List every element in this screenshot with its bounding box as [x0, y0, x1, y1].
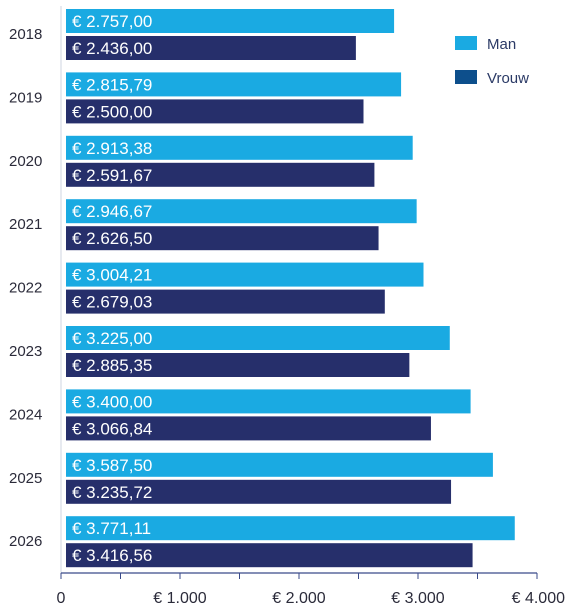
bar-vrouw-2019 — [66, 99, 364, 124]
data-label-man-2021: € 2.946,67 — [72, 202, 152, 221]
x-tick-label: € 4.000 — [512, 590, 565, 607]
legend-label-vrouw: Vrouw — [487, 70, 529, 87]
data-label-man-2020: € 2.913,38 — [72, 139, 152, 158]
data-label-man-2019: € 2.815,79 — [72, 75, 152, 94]
category-label-2018: 2018 — [9, 26, 42, 43]
bar-vrouw-2025 — [66, 479, 452, 504]
bar-man-2024 — [66, 389, 471, 414]
bar-vrouw-2026 — [66, 543, 473, 568]
x-axis: 0 € 1.000 € 2.000 € 3.000 € 4.000 — [57, 6, 565, 607]
category-label-2019: 2019 — [9, 89, 42, 106]
bar-man-2023 — [66, 326, 450, 350]
category-label-2020: 2020 — [9, 153, 42, 170]
data-label-man-2022: € 3.004,21 — [72, 266, 152, 285]
bar-vrouw-2024 — [66, 416, 431, 441]
legend-swatch-vrouw — [455, 70, 477, 84]
data-label-man-2024: € 3.400,00 — [72, 392, 152, 411]
data-label-man-2026: € 3.771,11 — [72, 519, 151, 538]
data-label-vrouw-2018: € 2.436,00 — [72, 39, 152, 58]
category-label-2022: 2022 — [9, 280, 42, 297]
data-label-man-2025: € 3.587,50 — [72, 456, 152, 475]
data-label-vrouw-2023: € 2.885,35 — [72, 356, 152, 375]
x-tick-label: 0 — [57, 590, 66, 607]
bar-vrouw-2018 — [66, 36, 356, 60]
data-label-vrouw-2020: € 2.591,67 — [72, 166, 152, 185]
bar-vrouw-2021 — [66, 226, 379, 251]
legend: Man Vrouw — [455, 36, 529, 87]
data-label-vrouw-2026: € 3.416,56 — [72, 546, 152, 565]
x-tick-label: € 2.000 — [272, 590, 325, 607]
data-label-man-2023: € 3.225,00 — [72, 329, 152, 348]
bars-layer: 2018 € 2.757,00 € 2.436,00 2019 € 2.815,79 € … — [9, 9, 515, 568]
category-label-2024: 2024 — [9, 406, 42, 423]
x-tick-label: € 3.000 — [391, 590, 444, 607]
bar-man-2022 — [66, 262, 424, 287]
bar-man-2018 — [66, 9, 395, 33]
bar-man-2026 — [66, 516, 515, 541]
legend-swatch-man — [455, 36, 477, 50]
data-label-vrouw-2019: € 2.500,00 — [72, 102, 152, 121]
bar-man-2020 — [66, 135, 413, 160]
x-tick-label: € 1.000 — [153, 590, 206, 607]
category-label-2026: 2026 — [9, 533, 42, 550]
legend-label-man: Man — [487, 36, 516, 53]
bar-man-2021 — [66, 199, 417, 224]
bar-vrouw-2022 — [66, 289, 385, 314]
data-label-vrouw-2024: € 3.066,84 — [72, 419, 152, 438]
category-label-2021: 2021 — [9, 216, 42, 233]
bar-vrouw-2023 — [66, 353, 410, 377]
bar-man-2025 — [66, 452, 493, 477]
data-label-man-2018: € 2.757,00 — [72, 12, 152, 31]
data-label-vrouw-2025: € 3.235,72 — [72, 483, 152, 502]
category-label-2025: 2025 — [9, 470, 42, 487]
category-label-2023: 2023 — [9, 343, 42, 360]
bar-man-2019 — [66, 72, 402, 97]
bar-vrouw-2020 — [66, 162, 375, 187]
data-label-vrouw-2022: € 2.679,03 — [72, 293, 152, 312]
data-label-vrouw-2021: € 2.626,50 — [72, 229, 152, 248]
